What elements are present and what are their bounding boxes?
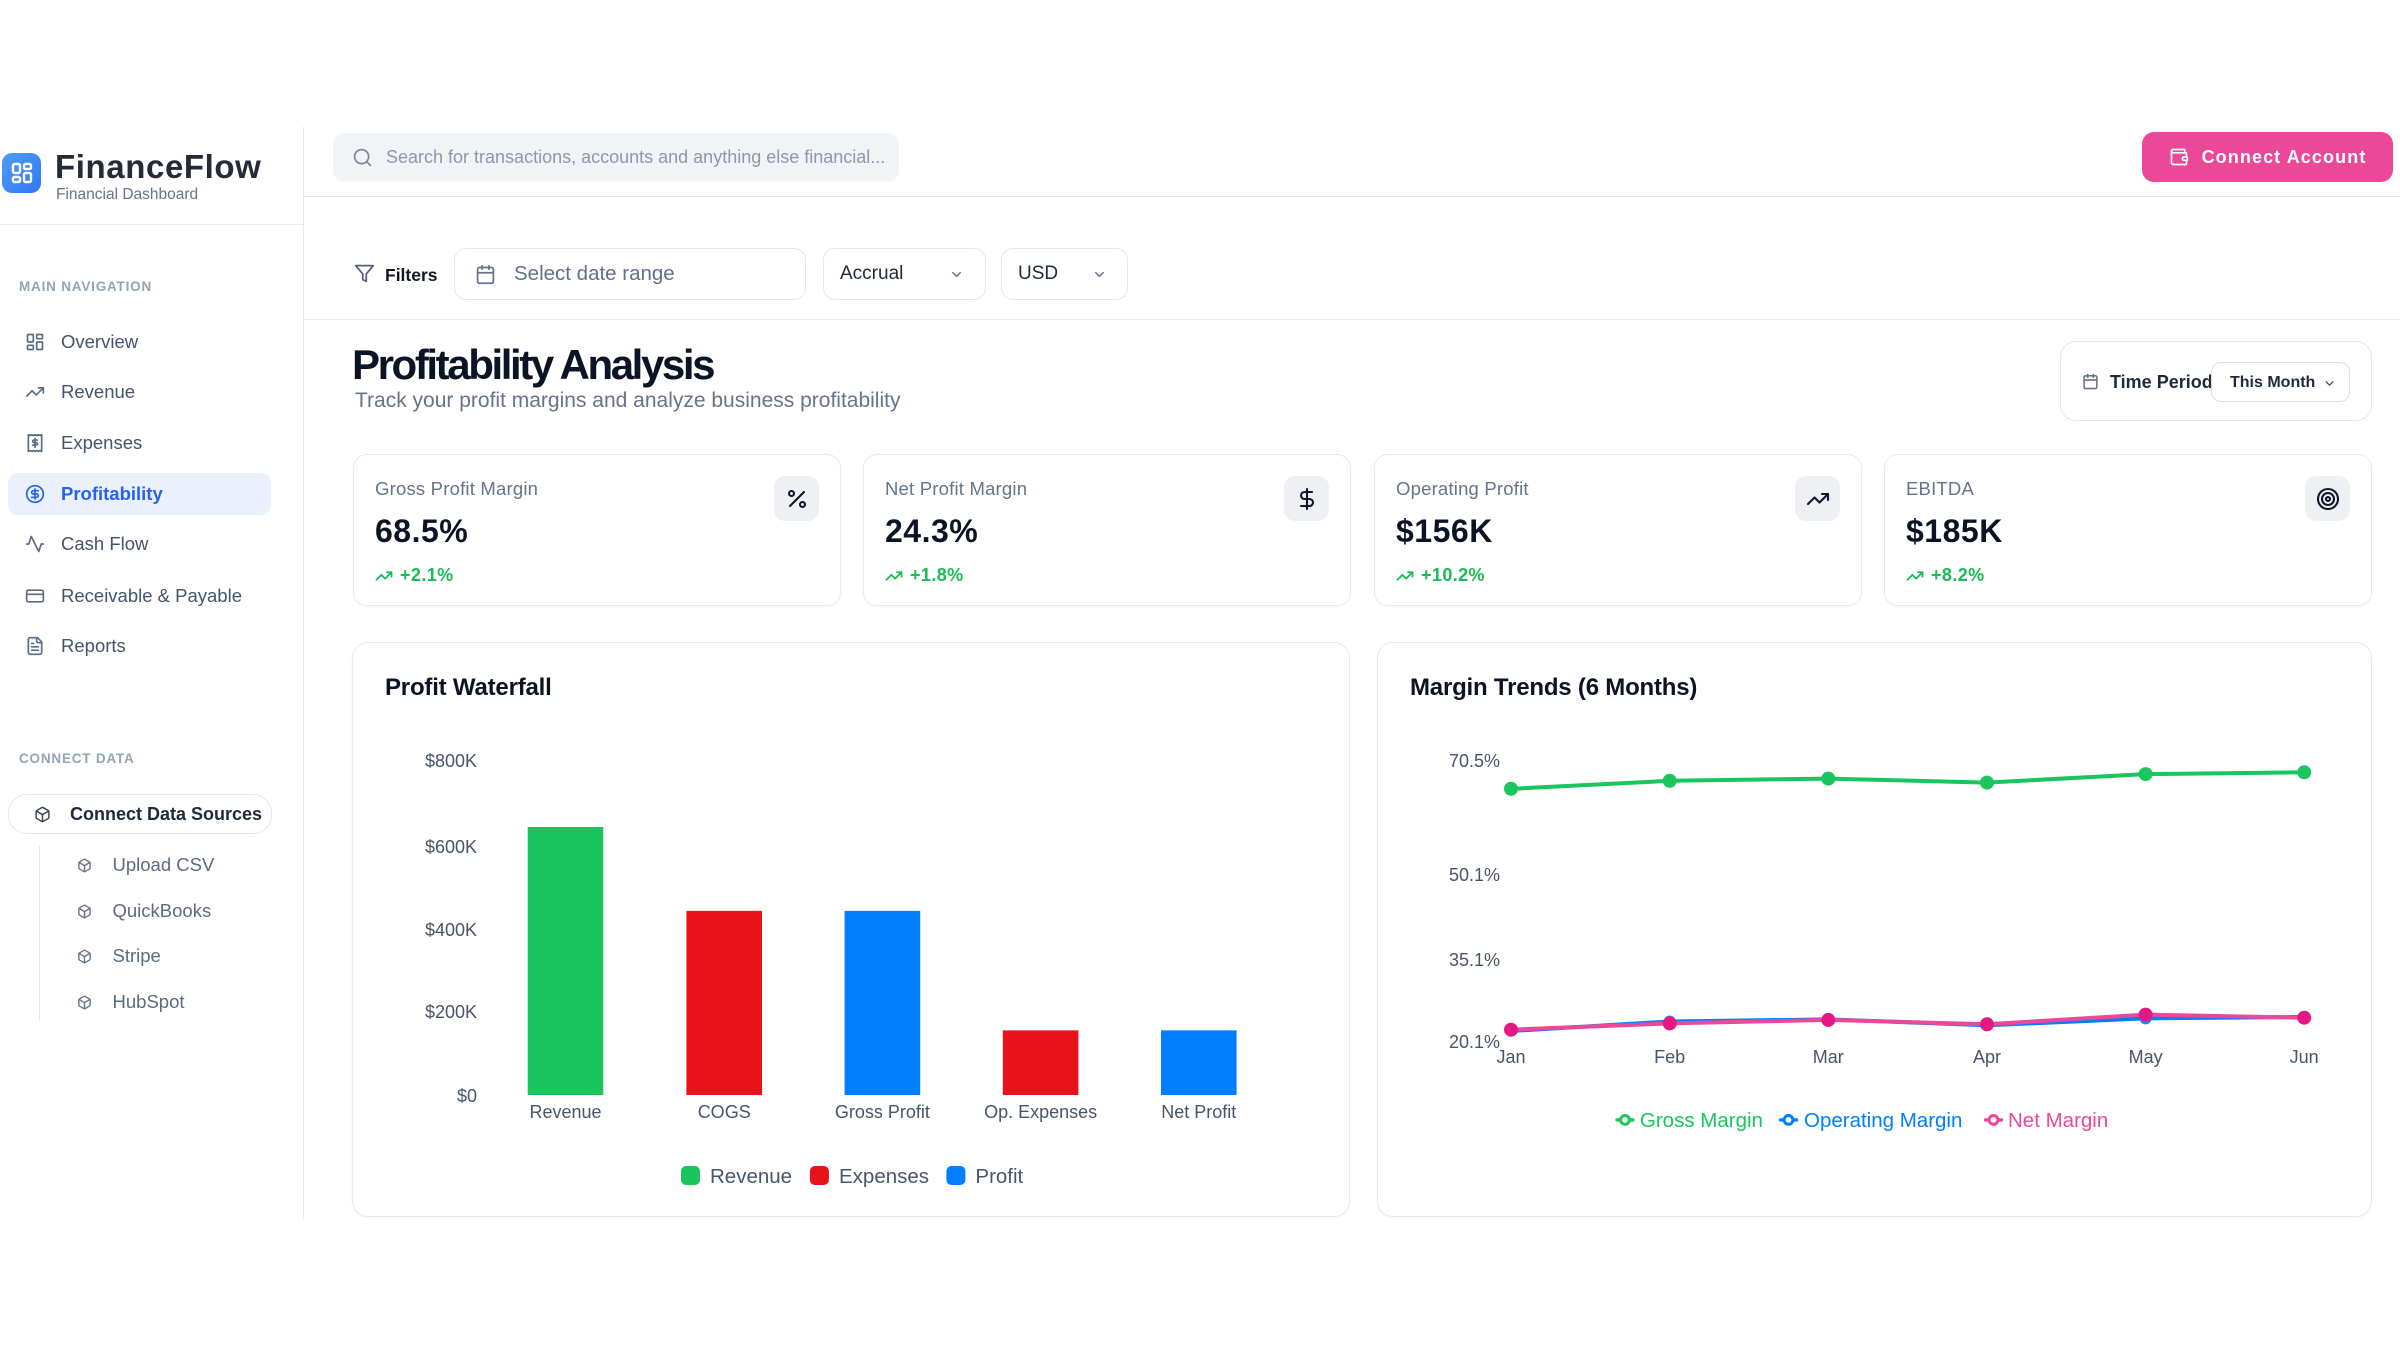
svg-text:35.1%: 35.1% <box>1449 950 1500 970</box>
svg-text:COGS: COGS <box>698 1102 751 1122</box>
svg-text:Net Profit: Net Profit <box>1161 1102 1236 1122</box>
svg-text:Profit: Profit <box>975 1165 1023 1188</box>
svg-text:$400K: $400K <box>425 920 477 940</box>
svg-text:50.1%: 50.1% <box>1449 865 1500 885</box>
svg-text:20.1%: 20.1% <box>1449 1032 1500 1052</box>
svg-text:Apr: Apr <box>1973 1047 2001 1067</box>
svg-text:May: May <box>2129 1047 2163 1067</box>
svg-text:Jun: Jun <box>2290 1047 2319 1067</box>
svg-text:$200K: $200K <box>425 1002 477 1022</box>
svg-text:Operating Margin: Operating Margin <box>1804 1109 1962 1132</box>
svg-text:Gross Profit: Gross Profit <box>835 1102 930 1122</box>
svg-text:Expenses: Expenses <box>839 1165 929 1188</box>
svg-text:Revenue: Revenue <box>529 1102 601 1122</box>
svg-text:Gross Margin: Gross Margin <box>1640 1109 1763 1132</box>
svg-text:Feb: Feb <box>1654 1047 1685 1067</box>
svg-text:$0: $0 <box>457 1086 477 1106</box>
svg-text:Mar: Mar <box>1813 1047 1844 1067</box>
svg-text:Revenue: Revenue <box>710 1165 792 1188</box>
svg-text:Jan: Jan <box>1496 1047 1525 1067</box>
svg-text:Op. Expenses: Op. Expenses <box>984 1102 1097 1122</box>
svg-text:$800K: $800K <box>425 751 477 771</box>
svg-text:70.5%: 70.5% <box>1449 751 1500 771</box>
svg-text:$600K: $600K <box>425 837 477 857</box>
svg-text:Net Margin: Net Margin <box>2008 1109 2108 1132</box>
